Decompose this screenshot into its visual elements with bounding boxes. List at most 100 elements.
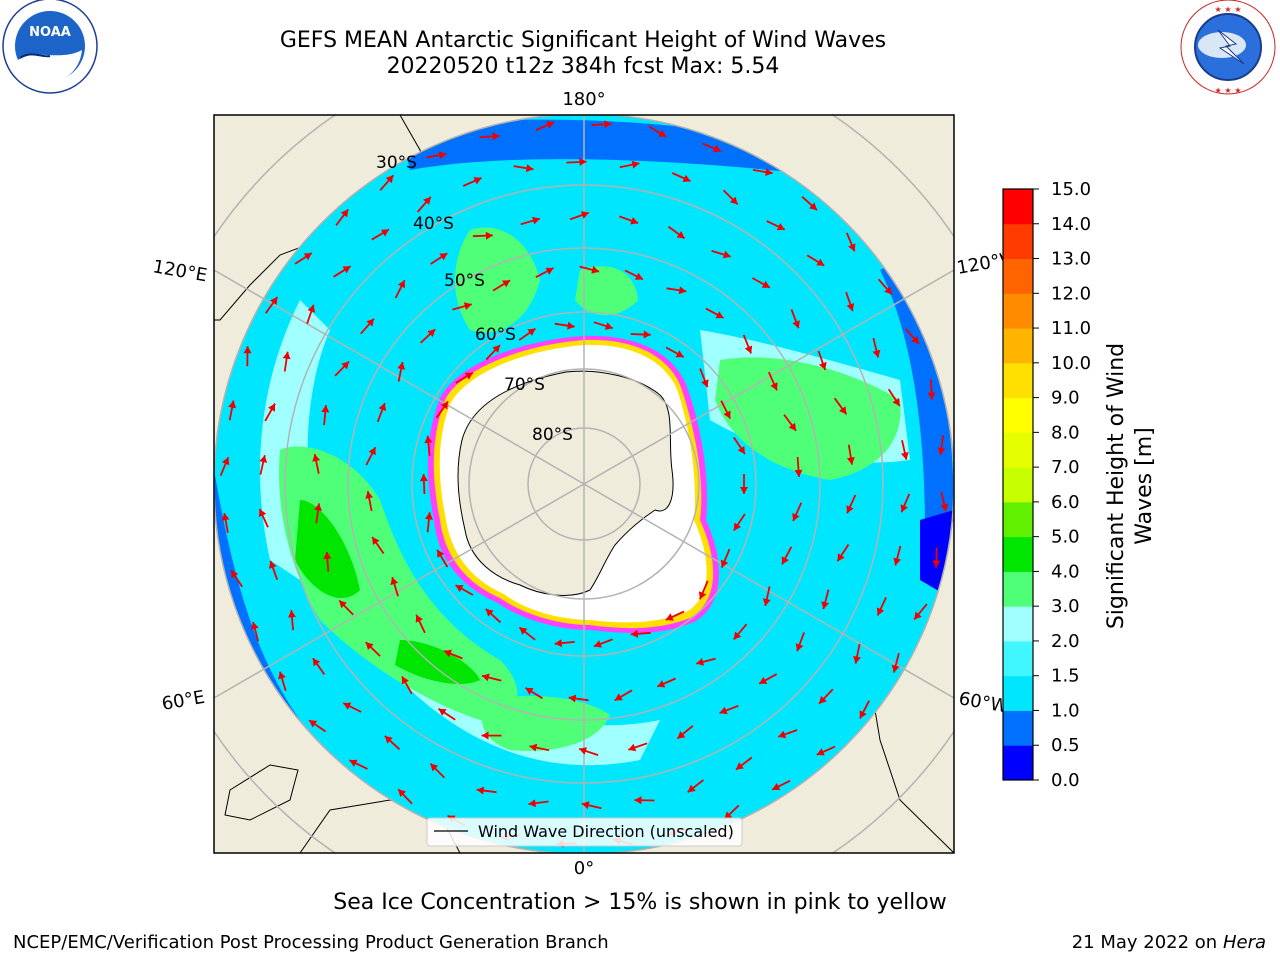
wind-arrow-head bbox=[778, 730, 787, 739]
wind-arrow-head bbox=[307, 304, 316, 313]
colorbar-frame bbox=[1002, 188, 1034, 781]
colorbar-cell bbox=[1003, 432, 1033, 468]
colorbar-cell bbox=[1003, 189, 1033, 225]
colorbar-cell bbox=[1003, 536, 1033, 572]
wind-arrow-head bbox=[740, 487, 748, 494]
wind-arrow-head bbox=[438, 151, 447, 160]
wind-arrow-head bbox=[675, 350, 684, 358]
wind-arrow-head bbox=[366, 318, 374, 327]
wind-arrow-head bbox=[770, 382, 778, 391]
wind-arrow-head bbox=[891, 664, 900, 673]
wind-arrow-head bbox=[631, 160, 640, 169]
wind-arrow-head bbox=[630, 217, 639, 225]
wind-arrow-head bbox=[837, 553, 845, 562]
map-frame bbox=[213, 114, 955, 854]
colorbar-cell bbox=[1003, 745, 1033, 781]
wind-arrow-head bbox=[744, 345, 753, 354]
wind-arrow-head bbox=[464, 372, 473, 380]
colorbar-tick-label: 0.5 bbox=[1051, 735, 1080, 756]
wind-arrow-head bbox=[270, 297, 278, 305]
wind-arrow-head bbox=[527, 328, 536, 336]
lat-label-70s: 70°S bbox=[504, 375, 545, 395]
wind-arrow-head bbox=[580, 211, 589, 219]
wind-arrow-head bbox=[821, 601, 829, 609]
wind-arrow-head bbox=[342, 266, 351, 274]
wind-arrow-head bbox=[243, 346, 252, 354]
wind-arrow-head bbox=[581, 801, 590, 810]
antarctica-land bbox=[457, 370, 674, 596]
wind-arrow-head bbox=[737, 446, 745, 454]
wind-arrow-head bbox=[927, 392, 936, 400]
colorbar-tick-label: 9.0 bbox=[1051, 388, 1080, 409]
colorbar-cell bbox=[1003, 640, 1033, 677]
colorbar-tick-label: 10.0 bbox=[1051, 353, 1091, 374]
wind-arrow-head bbox=[772, 783, 781, 791]
wind-arrow-head bbox=[545, 267, 554, 275]
colorbar-cell bbox=[1003, 606, 1033, 642]
wind-arrow-head bbox=[914, 611, 922, 620]
wind-arrow-head bbox=[853, 655, 861, 664]
wind-arrow-head bbox=[368, 447, 376, 456]
wind-arrow-head bbox=[323, 551, 332, 560]
colorbar-tick-label: 5.0 bbox=[1051, 527, 1080, 548]
wind-arrow-head bbox=[554, 639, 563, 648]
wind-arrow-head bbox=[221, 513, 230, 521]
wind-arrow-head bbox=[722, 250, 731, 259]
lon-label-60w: 60°W bbox=[957, 688, 1010, 717]
lon-label-0: 0° bbox=[574, 858, 594, 879]
wind-arrow-head bbox=[380, 229, 389, 237]
sea-ice-caption: Sea Ice Concentration > 15% is shown in … bbox=[333, 890, 947, 915]
wind-arrow-head bbox=[676, 231, 685, 239]
wind-arrow-head bbox=[809, 202, 817, 211]
wind-arrow-head bbox=[384, 735, 393, 744]
noaa-logo: NOAA bbox=[2, 0, 98, 94]
wind-arrow-head bbox=[303, 253, 312, 261]
footer-branch: NCEP/EMC/Verification Post Processing Pr… bbox=[13, 932, 609, 953]
wind-arrow-head bbox=[378, 403, 387, 411]
wind-arrow-head bbox=[776, 223, 785, 231]
wind-arrow-head bbox=[231, 570, 239, 579]
wind-arrow-head bbox=[657, 680, 666, 688]
wind-arrow-head bbox=[795, 643, 804, 652]
wind-arrow-head bbox=[525, 687, 534, 695]
wind-arrow-head bbox=[715, 311, 724, 319]
wind-arrow-head bbox=[485, 608, 494, 617]
madagascar-land bbox=[224, 764, 299, 821]
wind-arrow-head bbox=[473, 177, 482, 185]
noaa-logo-text: NOAA bbox=[29, 25, 71, 40]
wind-arrow-head bbox=[568, 694, 577, 703]
wind-arrow-head bbox=[698, 591, 707, 600]
colorbar-label-line1: Significant Height of Wind bbox=[1104, 343, 1129, 629]
wind-arrow-head bbox=[762, 598, 771, 606]
wind-arrow-head bbox=[687, 784, 696, 793]
wind-arrow-head bbox=[630, 629, 639, 638]
graticule bbox=[214, 115, 954, 853]
colorbar-cell bbox=[1003, 467, 1033, 503]
wind-arrow-head bbox=[729, 196, 738, 205]
colorbar-tick-label: 2.0 bbox=[1051, 631, 1080, 652]
chart-title: GEFS MEAN Antarctic Significant Height o… bbox=[279, 28, 887, 53]
wind-arrow-head bbox=[846, 303, 855, 312]
wind-arrow-head bbox=[339, 600, 347, 609]
wind-arrow-head bbox=[604, 322, 613, 330]
colorbar-cell bbox=[1003, 501, 1033, 538]
wind-arrow-head bbox=[228, 400, 237, 409]
wind-arrow-head bbox=[937, 447, 946, 455]
lat-label-80s: 80°S bbox=[532, 425, 573, 445]
wind-arrow-head bbox=[476, 786, 485, 795]
wind-arrow-head bbox=[532, 216, 540, 225]
lon-label-60e: 60°E bbox=[160, 687, 206, 715]
wind-arrow-head bbox=[415, 614, 423, 623]
wind-arrow-head bbox=[397, 362, 406, 370]
wind-arrow-head bbox=[282, 351, 291, 360]
colorbar-tick-label: 11.0 bbox=[1051, 318, 1091, 339]
wind-arrow-head bbox=[481, 731, 489, 740]
colorbar-tick-label: 1.5 bbox=[1051, 666, 1080, 687]
colorbar-tick-label: 13.0 bbox=[1051, 249, 1091, 270]
wind-arrow-head bbox=[940, 503, 949, 512]
wind-arrow-head bbox=[591, 265, 600, 274]
wind-arrow-head bbox=[733, 522, 741, 531]
lat-label-60s: 60°S bbox=[475, 325, 516, 345]
colorbar-tick-label: 12.0 bbox=[1051, 283, 1091, 304]
colorbar-tick-label: 1.0 bbox=[1051, 700, 1080, 721]
